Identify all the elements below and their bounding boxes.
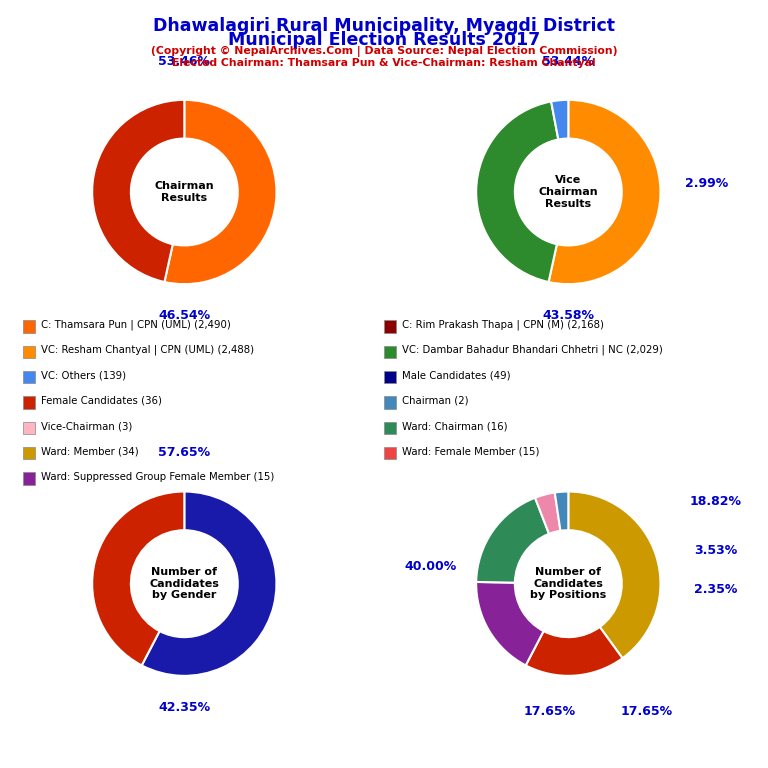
Text: 53.46%: 53.46% — [158, 55, 210, 68]
Text: 2.99%: 2.99% — [685, 177, 728, 190]
Wedge shape — [526, 627, 623, 676]
Text: Ward: Member (34): Ward: Member (34) — [41, 446, 139, 457]
Text: Male Candidates (49): Male Candidates (49) — [402, 370, 511, 381]
Text: 17.65%: 17.65% — [621, 704, 673, 717]
Wedge shape — [554, 492, 568, 531]
Text: 3.53%: 3.53% — [694, 545, 737, 558]
Wedge shape — [548, 100, 660, 284]
Text: 42.35%: 42.35% — [158, 701, 210, 714]
Text: Ward: Chairman (16): Ward: Chairman (16) — [402, 421, 508, 432]
Text: 46.54%: 46.54% — [158, 310, 210, 323]
Text: VC: Dambar Bahadur Bhandari Chhetri | NC (2,029): VC: Dambar Bahadur Bhandari Chhetri | NC… — [402, 345, 664, 356]
Text: Municipal Election Results 2017: Municipal Election Results 2017 — [228, 31, 540, 48]
Text: C: Rim Prakash Thapa | CPN (M) (2,168): C: Rim Prakash Thapa | CPN (M) (2,168) — [402, 319, 604, 330]
Text: Vice-Chairman (3): Vice-Chairman (3) — [41, 421, 133, 432]
Text: VC: Resham Chantyal | CPN (UML) (2,488): VC: Resham Chantyal | CPN (UML) (2,488) — [41, 345, 255, 356]
Text: 17.65%: 17.65% — [524, 704, 576, 717]
Text: 53.44%: 53.44% — [542, 55, 594, 68]
Text: Vice
Chairman
Results: Vice Chairman Results — [538, 175, 598, 209]
Text: 43.58%: 43.58% — [542, 310, 594, 323]
Text: 57.65%: 57.65% — [158, 446, 210, 459]
Text: 18.82%: 18.82% — [690, 495, 742, 508]
Text: Ward: Suppressed Group Female Member (15): Ward: Suppressed Group Female Member (15… — [41, 472, 275, 482]
Text: Chairman (2): Chairman (2) — [402, 396, 469, 406]
Text: VC: Others (139): VC: Others (139) — [41, 370, 127, 381]
Wedge shape — [164, 100, 276, 284]
Text: Chairman
Results: Chairman Results — [154, 181, 214, 203]
Wedge shape — [92, 100, 184, 282]
Wedge shape — [142, 492, 276, 676]
Text: Number of
Candidates
by Positions: Number of Candidates by Positions — [530, 567, 607, 601]
Wedge shape — [476, 582, 544, 665]
Wedge shape — [476, 101, 558, 282]
Wedge shape — [476, 498, 549, 583]
Wedge shape — [568, 492, 660, 658]
Text: C: Thamsara Pun | CPN (UML) (2,490): C: Thamsara Pun | CPN (UML) (2,490) — [41, 319, 231, 330]
Text: Elected Chairman: Thamsara Pun & Vice-Chairman: Resham Chantyal: Elected Chairman: Thamsara Pun & Vice-Ch… — [172, 58, 596, 68]
Text: Ward: Female Member (15): Ward: Female Member (15) — [402, 446, 540, 457]
Wedge shape — [551, 100, 568, 140]
Text: Dhawalagiri Rural Municipality, Myagdi District: Dhawalagiri Rural Municipality, Myagdi D… — [153, 17, 615, 35]
Wedge shape — [92, 492, 184, 665]
Text: (Copyright © NepalArchives.Com | Data Source: Nepal Election Commission): (Copyright © NepalArchives.Com | Data So… — [151, 46, 617, 57]
Text: Female Candidates (36): Female Candidates (36) — [41, 396, 163, 406]
Text: 2.35%: 2.35% — [694, 583, 737, 596]
Text: 40.00%: 40.00% — [404, 560, 456, 573]
Text: Number of
Candidates
by Gender: Number of Candidates by Gender — [150, 567, 219, 601]
Wedge shape — [535, 492, 561, 534]
